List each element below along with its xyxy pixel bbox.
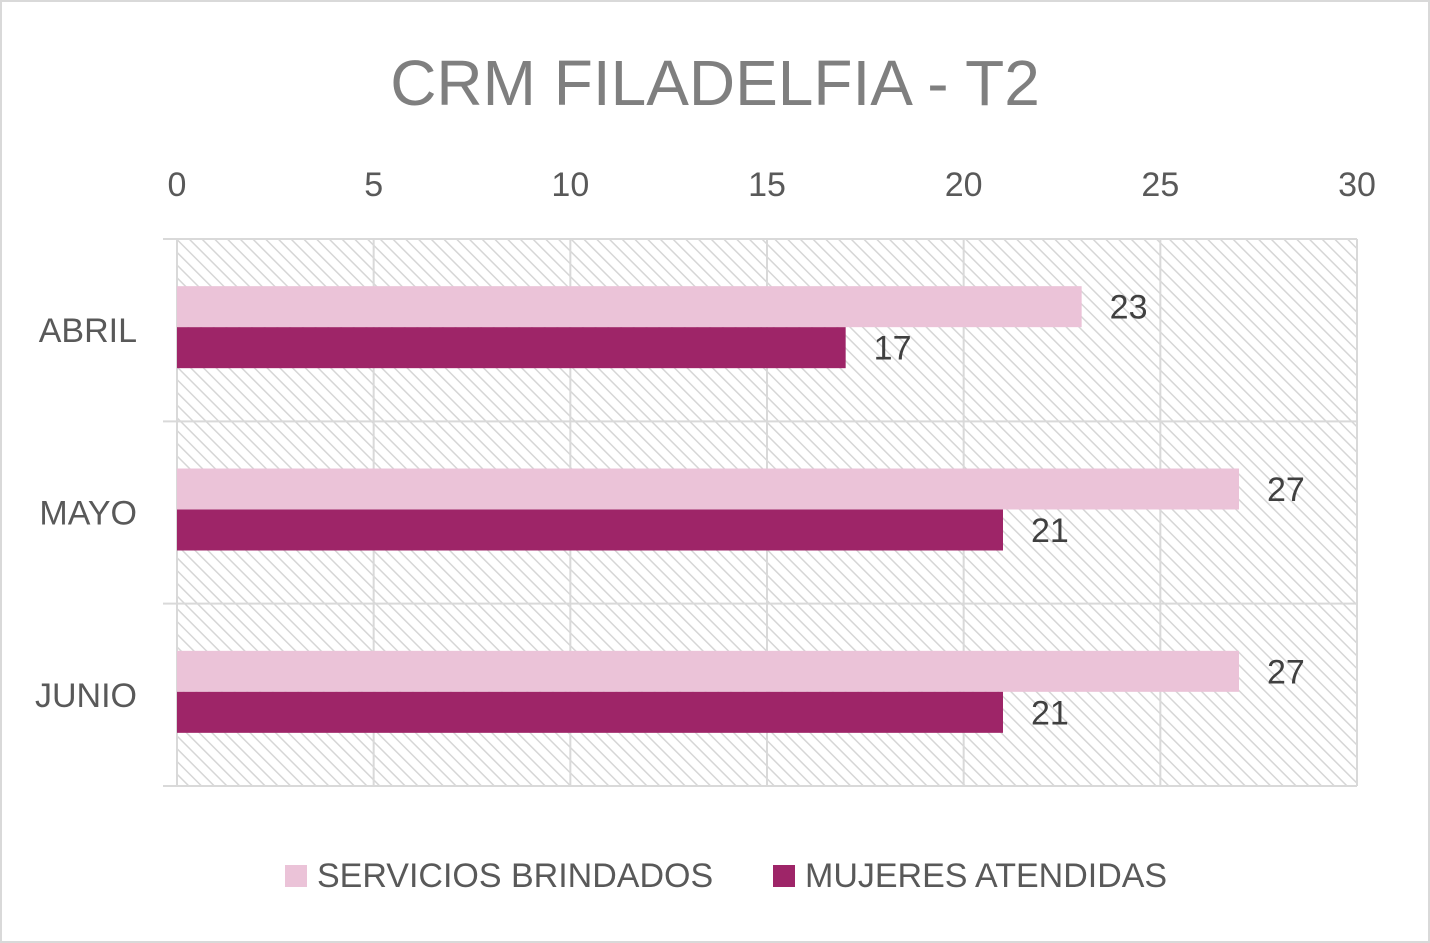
x-tick-label: 10 bbox=[551, 166, 589, 204]
legend-swatch bbox=[773, 865, 795, 887]
data-label: 23 bbox=[1110, 289, 1148, 327]
data-label: 21 bbox=[1031, 694, 1069, 732]
bar bbox=[177, 286, 1082, 328]
category-axis: ABRIL MAYO JUNIO bbox=[35, 312, 137, 715]
category-label: JUNIO bbox=[35, 677, 137, 715]
bar bbox=[177, 650, 1239, 692]
bar bbox=[177, 327, 846, 369]
x-tick-label: 5 bbox=[364, 166, 383, 204]
data-label: 27 bbox=[1267, 471, 1305, 509]
category-label: ABRIL bbox=[39, 312, 137, 350]
x-axis-ticks: 0 5 10 15 20 25 30 bbox=[168, 166, 1376, 204]
chart-title: CRM FILADELFIA - T2 bbox=[390, 47, 1040, 119]
bar bbox=[177, 468, 1239, 510]
data-label: 17 bbox=[874, 330, 912, 368]
legend-label: MUJERES ATENDIDAS bbox=[805, 857, 1167, 895]
bar bbox=[177, 691, 1003, 733]
category-label: MAYO bbox=[39, 495, 137, 533]
x-tick-label: 30 bbox=[1338, 166, 1376, 204]
x-tick-label: 20 bbox=[945, 166, 983, 204]
x-tick-label: 15 bbox=[748, 166, 786, 204]
bars bbox=[177, 286, 1239, 733]
x-tick-label: 0 bbox=[168, 166, 187, 204]
bar bbox=[177, 509, 1003, 551]
legend-label: SERVICIOS BRINDADOS bbox=[317, 857, 713, 895]
data-labels: 23 17 27 21 27 21 bbox=[874, 289, 1305, 733]
data-label: 27 bbox=[1267, 653, 1305, 691]
legend-swatch bbox=[285, 865, 307, 887]
data-label: 21 bbox=[1031, 512, 1069, 550]
legend: SERVICIOS BRINDADOS MUJERES ATENDIDAS bbox=[285, 857, 1167, 895]
x-tick-label: 25 bbox=[1141, 166, 1179, 204]
